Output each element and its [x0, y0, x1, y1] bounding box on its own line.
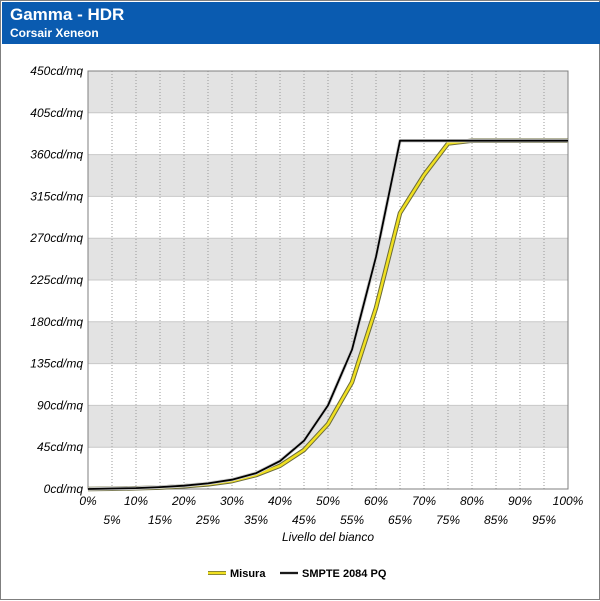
y-tick-label: 0cd/mq — [44, 482, 84, 496]
x-tick-label: 45% — [292, 513, 316, 527]
y-tick-label: 90cd/mq — [37, 398, 83, 412]
x-tick-label: 10% — [124, 494, 148, 508]
y-tick-label: 225cd/mq — [29, 273, 83, 287]
x-tick-label: 15% — [148, 513, 172, 527]
x-tick-label: 75% — [436, 513, 460, 527]
x-tick-label: 55% — [340, 513, 364, 527]
x-tick-label: 85% — [484, 513, 508, 527]
y-tick-label: 315cd/mq — [30, 189, 83, 203]
x-tick-label: 30% — [220, 494, 244, 508]
y-tick-label: 270cd/mq — [29, 231, 83, 245]
x-tick-label: 100% — [553, 494, 584, 508]
x-tick-label: 40% — [268, 494, 292, 508]
y-tick-label: 360cd/mq — [30, 148, 83, 162]
x-tick-label: 65% — [388, 513, 412, 527]
x-tick-label: 95% — [532, 513, 556, 527]
x-tick-label: 50% — [316, 494, 340, 508]
x-tick-label: 80% — [460, 494, 484, 508]
y-tick-label: 135cd/mq — [30, 357, 83, 371]
y-tick-label: 405cd/mq — [30, 106, 83, 120]
y-tick-label: 450cd/mq — [30, 64, 83, 78]
x-tick-label: 25% — [195, 513, 220, 527]
x-tick-label: 5% — [103, 513, 121, 527]
x-tick-label: 90% — [508, 494, 532, 508]
plot-band — [88, 322, 568, 364]
y-tick-label: 45cd/mq — [37, 440, 83, 454]
x-tick-label: 20% — [171, 494, 196, 508]
plot-band — [88, 238, 568, 280]
x-tick-label: 70% — [412, 494, 436, 508]
y-tick-label: 180cd/mq — [30, 315, 83, 329]
x-tick-label: 60% — [364, 494, 388, 508]
legend-label-pq: SMPTE 2084 PQ — [302, 568, 387, 580]
x-tick-label: 0% — [79, 494, 97, 508]
legend-label-misura: Misura — [230, 568, 266, 580]
x-axis-label: Livello del bianco — [282, 530, 374, 544]
x-tick-label: 35% — [244, 513, 268, 527]
plot-band — [88, 155, 568, 197]
